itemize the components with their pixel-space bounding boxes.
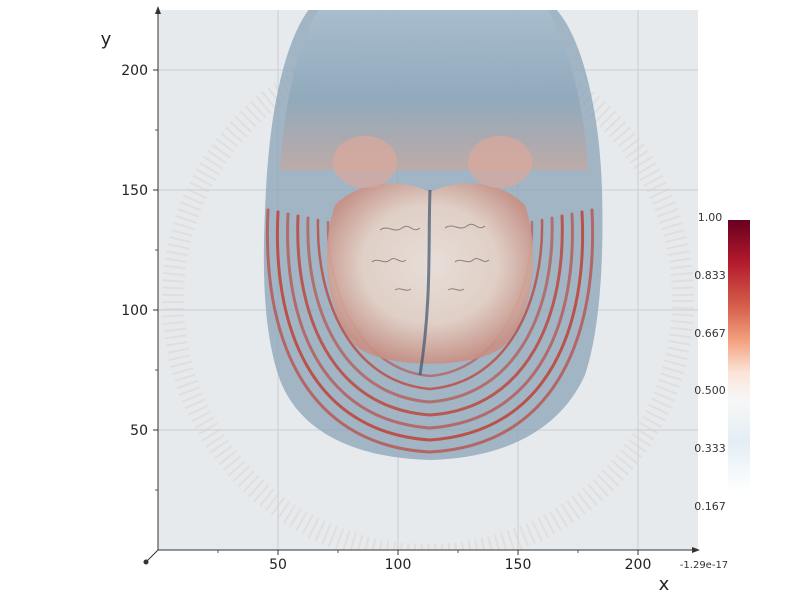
colorbar	[728, 220, 750, 492]
colorbar-tick-label: 0.500	[694, 384, 726, 397]
colorbar-ticks: 1.00 0.833 0.667 0.500 0.333 0.167	[694, 211, 726, 513]
colorbar-tick-label: 0.833	[694, 269, 726, 282]
x-axis-title: x	[659, 574, 670, 595]
x-tick-label: 50	[269, 557, 287, 573]
background-speckle	[162, 34, 694, 550]
z-axis-line	[145, 549, 159, 563]
y-tick-label: 50	[130, 423, 148, 439]
y-ticks: 50 100 150 200	[121, 63, 158, 491]
volume-upper-region	[280, 10, 588, 170]
y-axis-title: y	[101, 29, 112, 50]
x-tick-label: 200	[625, 557, 652, 573]
colorbar-tick-label: 0.333	[694, 442, 726, 455]
volume-left-lobe	[333, 136, 397, 188]
volume-midline	[418, 189, 432, 376]
volume-core-texture	[371, 223, 490, 291]
volume-render	[263, 10, 603, 460]
x-axis-arrow	[692, 547, 700, 553]
volume-ring-bands	[265, 208, 595, 454]
axes	[145, 12, 696, 563]
colorbar-tick-label: 0.167	[694, 500, 726, 513]
x-ticks: 50 100 150 200	[217, 550, 652, 573]
y-tick-label: 200	[121, 63, 148, 79]
volume-right-lobe	[468, 136, 532, 188]
colorbar-tick-label: 0.667	[694, 327, 726, 340]
origin-marker	[143, 559, 149, 565]
y-tick-label: 100	[121, 303, 148, 319]
z-corner-label: -1.29e-17	[680, 560, 728, 571]
x-tick-label: 150	[505, 557, 532, 573]
y-tick-label: 150	[121, 183, 148, 199]
y-axis-arrow	[155, 6, 161, 14]
x-tick-label: 100	[385, 557, 412, 573]
colorbar-tick-label: 1.00	[698, 211, 723, 224]
